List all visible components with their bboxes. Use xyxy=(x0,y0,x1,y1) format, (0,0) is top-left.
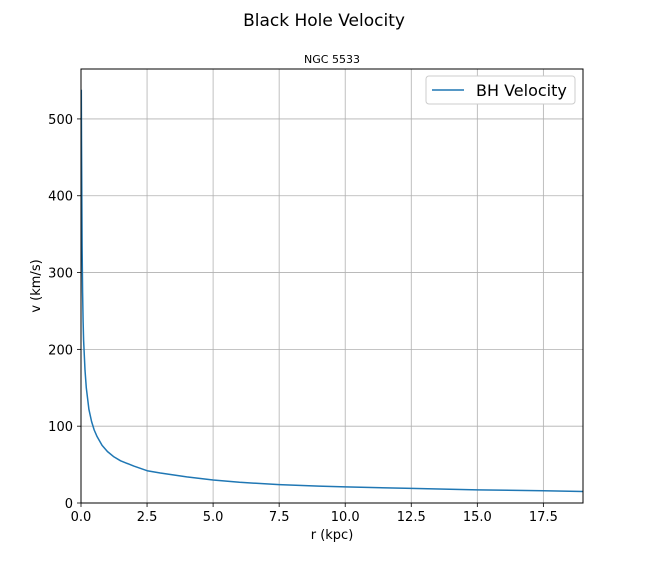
y-axis-label: v (km/s) xyxy=(29,259,44,312)
legend-box xyxy=(425,75,576,105)
legend-label-bh-velocity: BH Velocity xyxy=(476,81,567,100)
x-tick-label: 12.5 xyxy=(397,510,426,525)
x-tick-label: 5.0 xyxy=(203,510,224,525)
x-tick-label: 17.5 xyxy=(529,510,558,525)
plot-area-frame xyxy=(80,68,584,504)
series-layer xyxy=(80,89,584,493)
y-tick-label: 400 xyxy=(48,190,73,205)
x-axis-label: r (kpc) xyxy=(311,528,354,543)
x-tick-label: 0.0 xyxy=(71,510,92,525)
x-tick-label: 10.0 xyxy=(331,510,360,525)
x-tick-label: 15.0 xyxy=(463,510,492,525)
figure-suptitle: Black Hole Velocity xyxy=(243,11,405,31)
x-tick-label: 7.5 xyxy=(269,510,290,525)
chart-title: NGC 5533 xyxy=(304,53,360,66)
y-tick-label: 200 xyxy=(48,343,73,358)
legend: BH Velocity xyxy=(425,75,576,105)
y-tick-label: 300 xyxy=(48,267,73,282)
y-axis-ticks: 0 100 200 300 400 500 xyxy=(48,113,81,512)
series-line-bh-velocity xyxy=(80,89,584,493)
y-tick-label: 0 xyxy=(65,497,73,512)
x-axis-ticks: 0.0 2.5 5.0 7.5 10.0 12.5 15.0 17.5 xyxy=(71,503,558,525)
grid-lines xyxy=(80,69,583,504)
y-tick-label: 500 xyxy=(48,113,73,128)
y-tick-label: 100 xyxy=(48,420,73,435)
x-tick-label: 2.5 xyxy=(137,510,158,525)
